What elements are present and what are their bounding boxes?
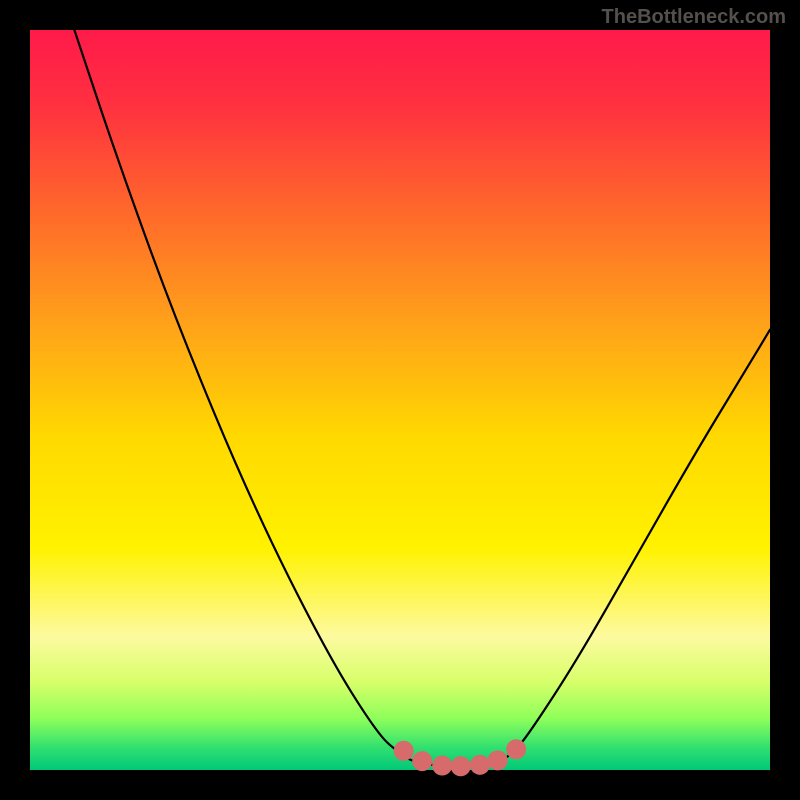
chart-svg: [0, 0, 800, 800]
marker-dot: [451, 756, 471, 776]
marker-dot: [506, 739, 526, 759]
marker-dot: [394, 741, 414, 761]
marker-dot: [470, 755, 490, 775]
chart-plot-area: [30, 30, 770, 770]
bottleneck-chart: TheBottleneck.com: [0, 0, 800, 800]
marker-dot: [488, 750, 508, 770]
watermark-text: TheBottleneck.com: [602, 6, 786, 29]
marker-dot: [412, 751, 432, 771]
marker-dot: [432, 756, 452, 776]
